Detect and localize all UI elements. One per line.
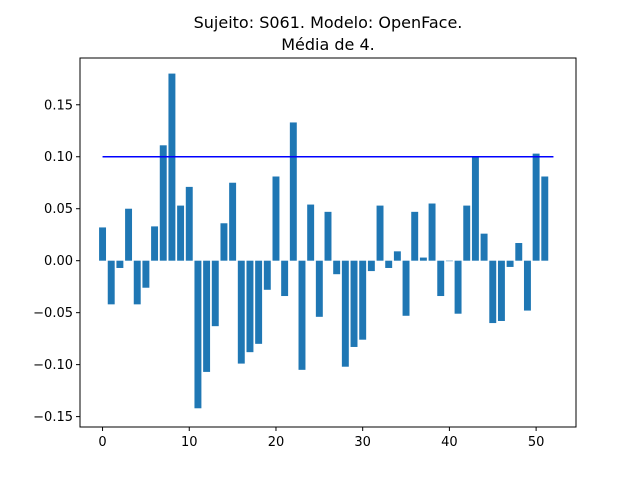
bar-16 — [237, 260, 245, 364]
bar-27 — [333, 260, 341, 275]
bar-24 — [307, 204, 315, 261]
bar-51 — [541, 176, 549, 261]
bar-5 — [142, 260, 150, 288]
bar-48 — [515, 243, 523, 261]
y-tick-label: −0.10 — [33, 358, 73, 373]
bar-28 — [341, 260, 349, 367]
bar-29 — [350, 260, 358, 347]
y-tick-label: 0.00 — [44, 254, 73, 269]
bar-22 — [289, 122, 297, 261]
y-tick-label: 0.10 — [44, 150, 73, 165]
bar-36 — [411, 211, 419, 261]
chart-title-line-1: Sujeito: S061. Modelo: OpenFace. — [194, 13, 463, 32]
bar-50 — [532, 153, 540, 261]
bar-11 — [194, 260, 202, 409]
y-tick-label: 0.15 — [44, 98, 73, 113]
bar-10 — [185, 186, 193, 261]
bar-32 — [376, 205, 384, 261]
bar-12 — [203, 260, 211, 372]
bar-3 — [125, 208, 133, 261]
bar-13 — [211, 260, 219, 327]
bar-37 — [419, 257, 427, 261]
bar-18 — [255, 260, 263, 344]
bar-21 — [281, 260, 289, 297]
bar-0 — [99, 227, 107, 261]
chart-title-line-2: Média de 4. — [281, 35, 375, 54]
plot-frame — [79, 57, 577, 428]
bar-19 — [263, 260, 271, 290]
bar-31 — [367, 260, 375, 272]
bar-42 — [463, 205, 471, 261]
bar-20 — [272, 176, 280, 261]
bar-47 — [506, 260, 514, 267]
bar-43 — [471, 156, 479, 261]
bar-34 — [393, 251, 401, 261]
bar-40 — [445, 260, 453, 262]
bar-44 — [480, 233, 488, 261]
bar-9 — [177, 205, 185, 261]
bar-1 — [107, 260, 115, 305]
bar-30 — [359, 260, 367, 340]
y-tick-label: 0.05 — [44, 202, 73, 217]
bar-8 — [168, 73, 176, 261]
x-tick-label: 0 — [98, 435, 106, 450]
bar-26 — [324, 211, 332, 261]
x-tick-label: 20 — [268, 435, 285, 450]
bar-series — [99, 73, 549, 409]
bar-41 — [454, 260, 462, 314]
bar-39 — [437, 260, 445, 297]
bar-35 — [402, 260, 410, 316]
bar-23 — [298, 260, 306, 370]
y-axis: −0.15 −0.10 −0.05 0.00 0.05 0.10 0.15 — [33, 98, 80, 425]
bar-25 — [315, 260, 323, 317]
x-tick-label: 30 — [354, 435, 371, 450]
bar-7 — [159, 145, 167, 261]
bar-17 — [246, 260, 254, 353]
bar-49 — [523, 260, 531, 311]
y-tick-label: −0.05 — [33, 306, 73, 321]
x-tick-label: 50 — [528, 435, 545, 450]
bar-45 — [489, 260, 497, 324]
bar-38 — [428, 203, 436, 261]
x-axis: 0 10 20 30 40 50 — [98, 427, 544, 450]
bar-6 — [151, 226, 159, 261]
bar-33 — [385, 260, 393, 268]
x-tick-label: 40 — [441, 435, 458, 450]
bar-14 — [220, 223, 228, 261]
bar-15 — [229, 182, 237, 261]
x-tick-label: 10 — [181, 435, 198, 450]
bar-4 — [133, 260, 141, 305]
y-tick-label: −0.15 — [33, 410, 73, 425]
bar-46 — [497, 260, 505, 321]
bar-2 — [116, 260, 124, 268]
